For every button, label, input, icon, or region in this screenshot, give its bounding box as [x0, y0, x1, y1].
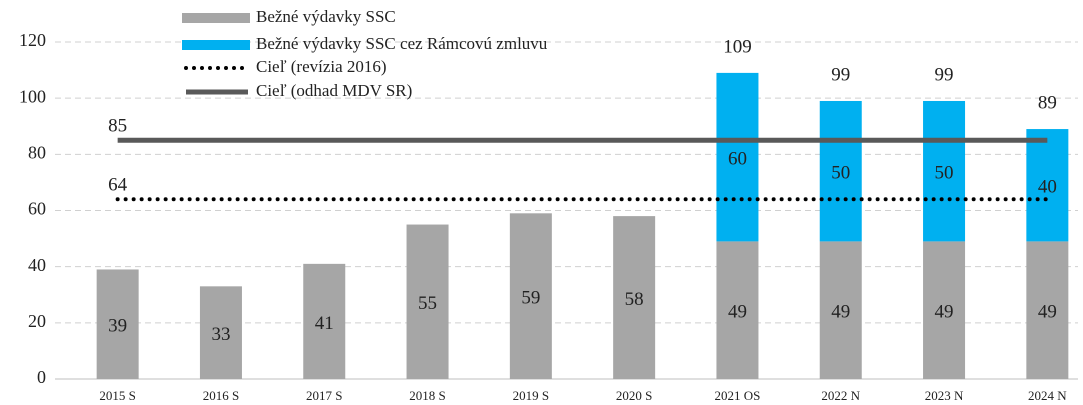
data-label: 49	[831, 302, 850, 323]
x-tick-label: 2015 S	[99, 388, 135, 403]
data-label: 58	[625, 289, 644, 310]
data-label: 49	[935, 302, 954, 323]
legend-swatch	[182, 40, 250, 50]
x-tick-label: 2017 S	[306, 388, 342, 403]
x-tick-label: 2021 OS	[715, 388, 761, 403]
legend-label: Bežné výdavky SSC	[256, 7, 396, 26]
total-label: 89	[1038, 92, 1057, 113]
bar-segment	[303, 263, 346, 379]
legend-swatch	[182, 13, 250, 23]
data-label: 59	[521, 288, 540, 309]
data-label: 41	[315, 313, 334, 334]
x-tick-label: 2023 N	[925, 388, 964, 403]
data-label: 60	[728, 149, 747, 170]
x-tick-label: 2020 S	[616, 388, 652, 403]
bar-segment	[923, 241, 966, 379]
x-tick-label: 2016 S	[203, 388, 239, 403]
bar-segment	[613, 216, 656, 379]
y-tick-label: 40	[28, 255, 46, 275]
total-label: 99	[935, 64, 954, 85]
data-label: 49	[1038, 302, 1057, 323]
y-tick-label: 120	[19, 30, 46, 50]
x-tick-label: 2018 S	[409, 388, 445, 403]
data-label: 50	[935, 163, 954, 184]
x-tick-label: 2022 N	[821, 388, 860, 403]
bar-segment	[716, 241, 759, 379]
bar-segment	[406, 224, 449, 379]
line-label: 64	[108, 175, 128, 196]
bar-segment	[819, 241, 862, 379]
bar-segment	[923, 100, 966, 242]
bar-segment	[819, 100, 862, 242]
legend-label: Cieľ (revízia 2016)	[256, 57, 387, 76]
y-tick-label: 80	[28, 142, 46, 162]
data-label: 49	[728, 302, 747, 323]
y-tick-label: 100	[19, 86, 46, 106]
x-tick-label: 2024 N	[1028, 388, 1067, 403]
x-tick-label: 2019 S	[513, 388, 549, 403]
bar-segment	[1026, 129, 1069, 242]
bar-segment	[96, 269, 139, 379]
bar-segment	[199, 286, 242, 379]
y-tick-label: 0	[37, 367, 46, 387]
y-tick-label: 60	[28, 199, 46, 219]
bar-segment	[509, 213, 552, 379]
data-label: 40	[1038, 177, 1057, 198]
total-label: 109	[723, 36, 752, 57]
legend-label: Cieľ (odhad MDV SR)	[256, 81, 412, 100]
data-label: 55	[418, 293, 437, 314]
data-label: 50	[831, 163, 850, 184]
y-tick-label: 20	[28, 311, 46, 331]
line-label: 85	[108, 116, 127, 137]
data-label: 39	[108, 316, 127, 337]
bar-segment	[1026, 241, 1069, 379]
bar-segment	[716, 72, 759, 242]
legend-label: Bežné výdavky SSC cez Rámcovú zmluvu	[256, 34, 548, 53]
total-label: 99	[831, 64, 850, 85]
data-label: 33	[211, 324, 230, 345]
